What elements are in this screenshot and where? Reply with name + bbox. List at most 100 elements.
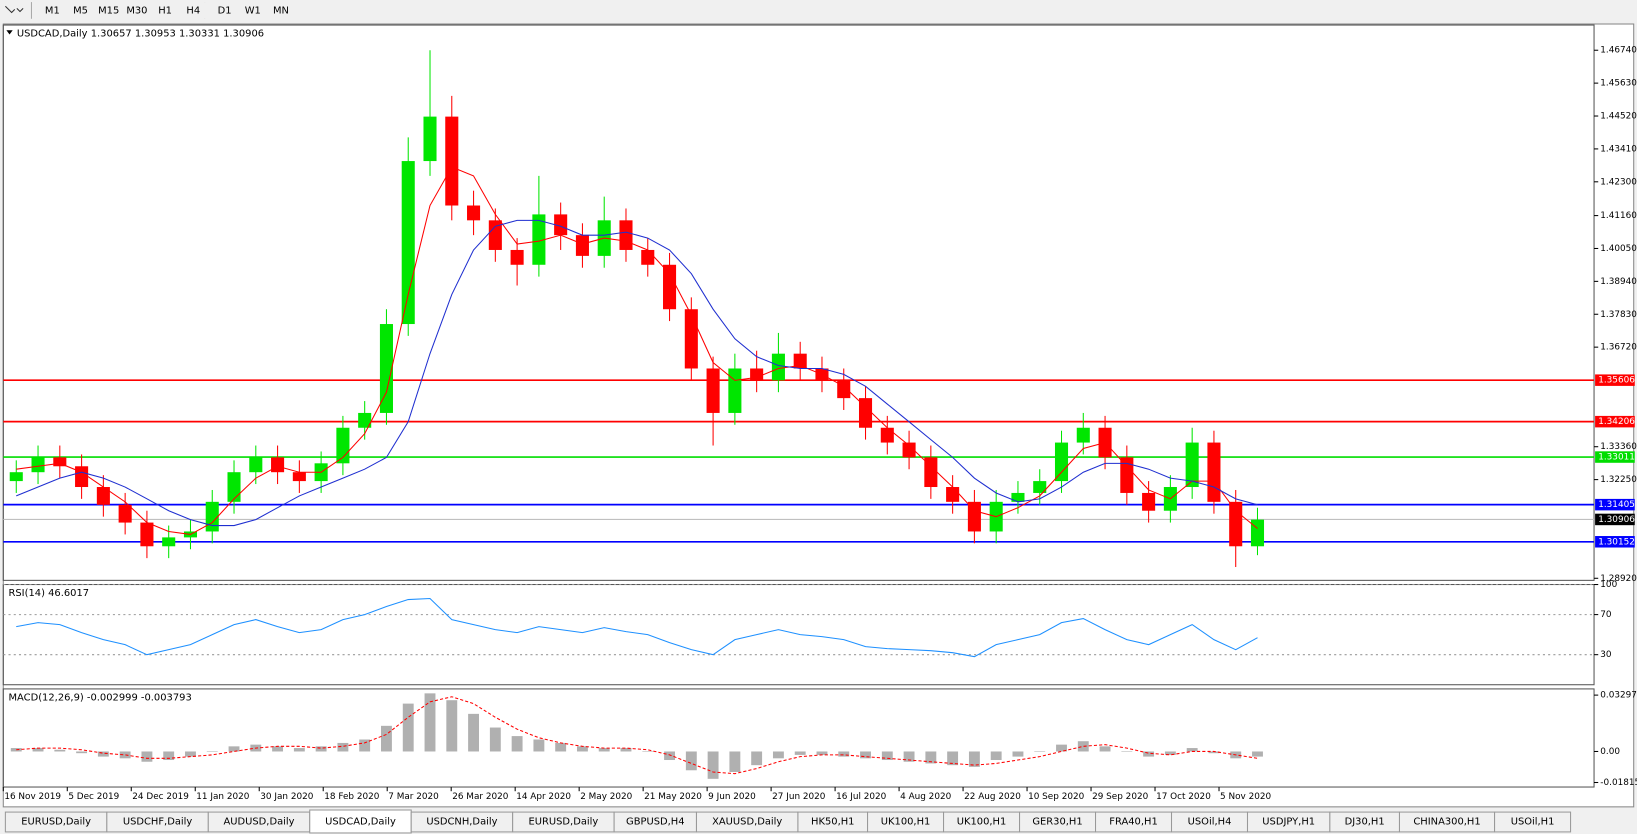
price-level-label: 1.31405 bbox=[1598, 500, 1635, 510]
panel-header: RSI(14) 46.6017 bbox=[9, 588, 90, 599]
timeframe-label[interactable]: M5 bbox=[73, 5, 88, 16]
timeframe-label[interactable]: M15 bbox=[98, 5, 119, 16]
header-text: 1.30953 bbox=[135, 28, 176, 39]
macd-bar bbox=[381, 725, 392, 752]
timeframe-label[interactable]: H1 bbox=[158, 5, 172, 16]
macd-bar bbox=[272, 746, 284, 752]
macd-bar bbox=[163, 751, 175, 761]
candle-body bbox=[379, 324, 393, 413]
header-text: 1.30657 bbox=[91, 28, 132, 39]
macd-bar bbox=[642, 751, 654, 752]
candle-body bbox=[31, 457, 45, 473]
macd-bar bbox=[1208, 751, 1220, 754]
macd-bar bbox=[1252, 751, 1263, 757]
symbol-tab-label[interactable]: EURUSD,Daily bbox=[529, 816, 599, 827]
macd-bar bbox=[359, 739, 371, 752]
x-tick-label: 5 Dec 2019 bbox=[68, 792, 119, 802]
timeframe-button[interactable] bbox=[124, 2, 150, 19]
symbol-tab-label[interactable]: FRA40,H1 bbox=[1109, 816, 1157, 827]
candle-body bbox=[401, 161, 415, 325]
x-tick-label: 29 Sep 2020 bbox=[1092, 792, 1149, 802]
timeframe-label[interactable]: W1 bbox=[245, 5, 261, 16]
symbol-tab-label[interactable]: AUDUSD,Daily bbox=[223, 816, 294, 827]
y-tick-label: 1.37830 bbox=[1600, 310, 1637, 320]
symbol-tab-label[interactable]: HK50,H1 bbox=[811, 816, 854, 827]
macd-bar bbox=[794, 751, 806, 755]
macd-bar bbox=[32, 748, 44, 752]
timeframe-button[interactable] bbox=[96, 2, 122, 19]
candle-body bbox=[1229, 501, 1243, 547]
macd-bar bbox=[816, 751, 828, 755]
x-tick-label: 27 Jun 2020 bbox=[772, 792, 826, 802]
x-tick-label: 26 Mar 2020 bbox=[452, 792, 509, 802]
x-tick-label: 18 Feb 2020 bbox=[324, 792, 380, 802]
timeframe-label[interactable]: D1 bbox=[218, 5, 232, 16]
candle-body bbox=[663, 264, 677, 310]
timeframe-label[interactable]: H4 bbox=[186, 5, 200, 16]
candle-body bbox=[946, 487, 960, 502]
macd-bar bbox=[751, 751, 763, 766]
symbol-tab-label[interactable]: USDCHF,Daily bbox=[123, 816, 193, 827]
timeframe-button[interactable] bbox=[180, 2, 206, 19]
symbol-tab-label[interactable]: USDCAD,Daily bbox=[325, 816, 396, 827]
header-text: USDCAD,Daily bbox=[17, 28, 88, 39]
symbol-tab-label[interactable]: XAUUSD,Daily bbox=[712, 816, 782, 827]
symbol-tab-label[interactable]: USDCNH,Daily bbox=[426, 816, 497, 827]
candle-body bbox=[771, 353, 785, 381]
timeframe-button[interactable] bbox=[39, 2, 65, 19]
timeframe-button[interactable] bbox=[152, 2, 178, 19]
macd-bar bbox=[54, 749, 66, 752]
macd-bar bbox=[533, 739, 545, 752]
symbol-tab-label[interactable]: CHINA300,H1 bbox=[1413, 816, 1480, 827]
macd-bar bbox=[620, 748, 632, 752]
timeframe-label[interactable]: MN bbox=[273, 5, 289, 16]
timeframe-button[interactable] bbox=[268, 2, 294, 19]
candle-body bbox=[728, 368, 742, 413]
header-text: RSI(14) bbox=[9, 588, 46, 599]
timeframe-button[interactable] bbox=[240, 2, 266, 19]
y-tick-label: 1.28920 bbox=[1600, 574, 1637, 584]
macd-bar bbox=[772, 751, 784, 759]
toolbar-icon[interactable] bbox=[5, 5, 24, 14]
symbol-tab-label[interactable]: UK100,H1 bbox=[881, 816, 931, 827]
candle-body bbox=[1033, 481, 1047, 493]
y-tick-label: 0.032972 bbox=[1600, 691, 1637, 701]
x-tick-label: 22 Aug 2020 bbox=[964, 792, 1021, 802]
candle-body bbox=[750, 368, 764, 381]
symbol-tab-label[interactable]: EURUSD,Daily bbox=[21, 816, 91, 827]
y-tick-label: 1.44520 bbox=[1600, 112, 1637, 122]
price-level-tag bbox=[1595, 451, 1635, 463]
candle-body bbox=[467, 205, 481, 221]
price-level-tag bbox=[1595, 415, 1635, 428]
timeframe-button[interactable] bbox=[68, 2, 94, 19]
symbol-tab-label[interactable]: GBPUSD,H4 bbox=[626, 816, 685, 827]
y-tick-label: 30 bbox=[1600, 650, 1612, 660]
symbol-tab-label[interactable]: USOil,H4 bbox=[1188, 816, 1232, 827]
symbol-tab-label[interactable]: USDJPY,H1 bbox=[1262, 816, 1315, 827]
header-text: 1.30906 bbox=[223, 28, 264, 39]
macd-bar bbox=[1186, 748, 1198, 752]
candle-body bbox=[227, 472, 241, 502]
candle-body bbox=[706, 368, 720, 413]
dropdown-arrow[interactable] bbox=[6, 30, 13, 35]
macd-bar bbox=[489, 727, 501, 752]
symbol-tab[interactable] bbox=[1494, 811, 1572, 833]
timeframe-button[interactable] bbox=[212, 2, 238, 19]
symbol-tab-label[interactable]: GER30,H1 bbox=[1032, 816, 1082, 827]
symbol-tab-label[interactable]: UK100,H1 bbox=[957, 816, 1007, 827]
y-tick-label: 1.46740 bbox=[1600, 46, 1637, 56]
x-tick-label: 16 Jul 2020 bbox=[836, 792, 887, 802]
y-tick-label: 1.45630 bbox=[1600, 79, 1637, 89]
timeframe-label[interactable]: M30 bbox=[126, 5, 147, 16]
candle-body bbox=[249, 457, 263, 473]
timeframe-label[interactable]: M1 bbox=[45, 5, 60, 16]
candle-body bbox=[684, 309, 698, 369]
x-tick-label: 4 Aug 2020 bbox=[900, 792, 951, 802]
symbol-tab-label[interactable]: DJ30,H1 bbox=[1345, 816, 1385, 827]
macd-bar bbox=[838, 751, 850, 757]
candle-body bbox=[445, 116, 459, 206]
candle-body bbox=[358, 412, 372, 428]
y-tick-label: 100 bbox=[1600, 580, 1617, 590]
symbol-tab-label[interactable]: USOil,H1 bbox=[1511, 816, 1555, 827]
